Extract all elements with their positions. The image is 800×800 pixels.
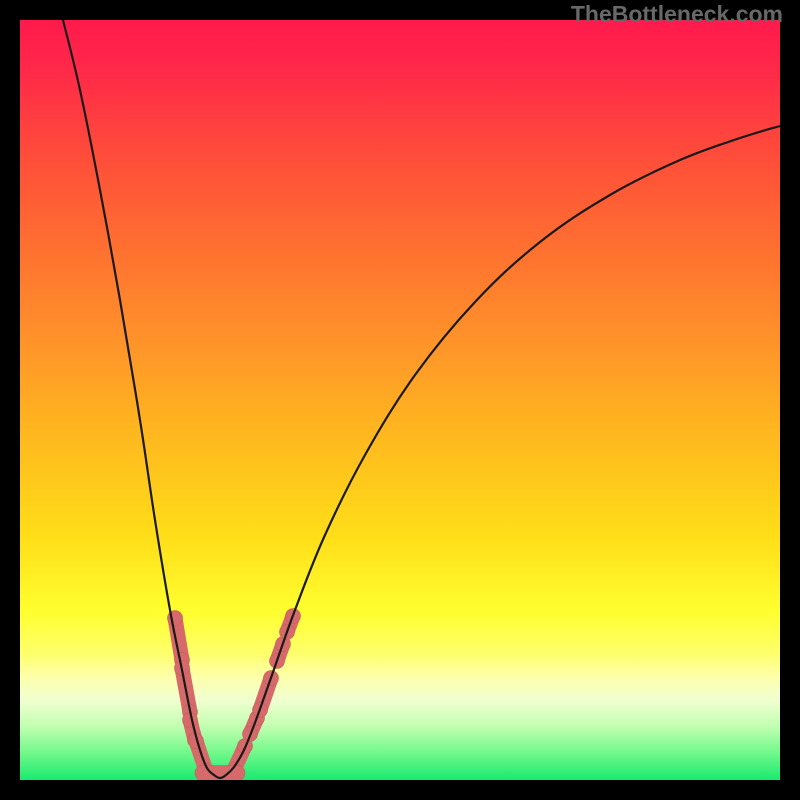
plot-area: [20, 20, 780, 780]
bottleneck-chart: [20, 20, 780, 780]
gradient-background: [20, 20, 780, 780]
chart-frame: TheBottleneck.com: [0, 0, 800, 800]
